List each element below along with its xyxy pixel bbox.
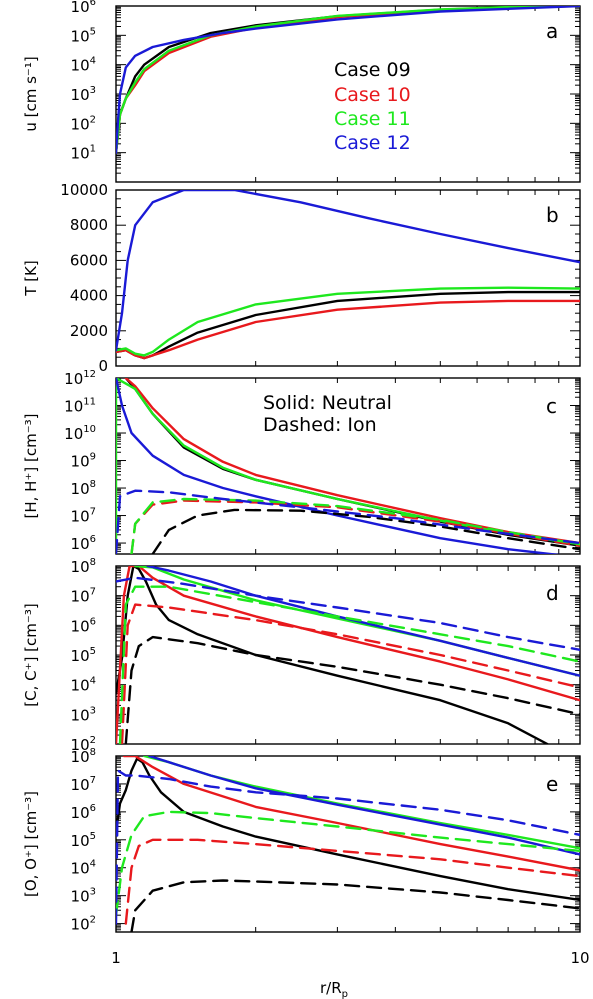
series-line-case09-ion <box>130 879 580 932</box>
series-line-case09-neutral <box>116 757 580 902</box>
y-tick-label: 1012 <box>64 369 96 388</box>
series-line-case09-ion <box>124 635 580 744</box>
y-axis-label-a: u [cm s⁻¹] <box>22 56 40 131</box>
panel-b: 0 2000 4000 6000 8000 10000 T [K] b <box>22 181 581 375</box>
series-line-case12-ion <box>116 489 580 554</box>
legend-case-09: Case 09 <box>334 59 411 81</box>
y-tick-label: 103 <box>71 887 96 906</box>
curves-e <box>116 756 580 932</box>
annotation-line: Solid: Neutral <box>263 392 392 414</box>
series-line-case11-neutral <box>116 286 580 357</box>
series-line-case12-neutral <box>146 566 580 677</box>
y-tick-label: 106 <box>71 0 96 16</box>
y-tick-label: 102 <box>71 915 96 934</box>
y-tick-label: 105 <box>71 831 96 850</box>
y-tick-label: 108 <box>71 479 96 498</box>
y-tick-label: 105 <box>71 26 96 45</box>
y-tick-label: 4000 <box>70 287 108 305</box>
panel-a: 101 102 103 104 105 106 u [cm s⁻¹] a <box>22 0 581 183</box>
series-line-case11-neutral <box>116 378 580 554</box>
series-line-case11-neutral <box>116 6 580 154</box>
legend-case-10: Case 10 <box>334 84 411 106</box>
series-line-case09-ion <box>151 508 580 554</box>
panel-e: 102 103 104 105 106 107 108 [O, O⁺] [cm⁻³] e <box>22 747 581 934</box>
y-tick-label: 103 <box>71 705 96 724</box>
series-line-case10-neutral <box>116 566 580 744</box>
y-tick-label: 107 <box>71 587 96 606</box>
panel-letter-b: b <box>546 203 559 227</box>
x-axis-label: r/Rp <box>320 979 348 999</box>
series-line-case12-neutral <box>116 378 561 554</box>
series-line-case10-ion <box>120 603 580 744</box>
curves-d <box>116 566 580 744</box>
y-tick-label: 104 <box>71 676 96 695</box>
series-line-case12-neutral <box>148 756 580 856</box>
panel-letter-d: d <box>546 581 559 605</box>
y-tick-label: 104 <box>71 859 96 878</box>
y-tick-label: 103 <box>71 85 96 104</box>
y-tick-label: 106 <box>71 534 96 553</box>
legend-case-12: Case 12 <box>334 132 411 154</box>
curves-a <box>116 6 580 154</box>
y-tick-label: 6000 <box>70 251 108 269</box>
legend: Case 09 Case 10 Case 11 Case 12 <box>334 59 411 154</box>
y-tick-label: 101 <box>71 144 96 163</box>
legend-case-11: Case 11 <box>334 108 411 130</box>
y-tick-label: 108 <box>71 747 96 766</box>
series-line-case09-neutral <box>116 566 549 744</box>
series-line-case11-ion <box>118 585 580 744</box>
series-line-case12-ion <box>116 769 580 925</box>
series-line-case10-neutral <box>122 756 580 872</box>
y-axis-label-d: [C, C⁺] [cm⁻³] <box>22 603 40 706</box>
series-line-case10-ion <box>124 838 580 925</box>
y-tick-label: 1011 <box>64 397 96 416</box>
annotation-line: Dashed: Ion <box>263 414 377 436</box>
y-tick-label: 107 <box>71 775 96 794</box>
y-tick-label: 2000 <box>70 322 108 340</box>
y-tick-label: 8000 <box>70 216 108 234</box>
series-line-case12-ion <box>116 576 580 651</box>
y-tick-label: 106 <box>71 803 96 822</box>
y-tick-label: 108 <box>71 557 96 576</box>
series-line-case10-neutral <box>116 299 580 360</box>
panel-letter-a: a <box>546 19 558 43</box>
x-tick-label-1: 1 <box>111 949 121 967</box>
y-tick-label: 1010 <box>64 424 96 443</box>
y-axis-label-e: [O, O⁺] [cm⁻³] <box>22 791 40 897</box>
series-line-case12-neutral <box>116 190 580 352</box>
series-line-case11-ion <box>130 497 580 554</box>
y-tick-label: 10000 <box>60 181 108 199</box>
series-line-case11-ion <box>116 810 580 917</box>
y-tick-label: 109 <box>71 452 96 471</box>
curves-b <box>116 190 580 360</box>
panel-letter-c: c <box>546 394 557 418</box>
y-tick-label: 104 <box>71 56 96 75</box>
series-line-case10-ion <box>130 499 580 554</box>
y-tick-label: 0 <box>98 357 108 375</box>
y-axis-label-c: [H, H⁺] [cm⁻³] <box>22 414 40 519</box>
x-tick-label-10: 10 <box>570 949 589 967</box>
y-tick-label: 106 <box>71 616 96 635</box>
panel-c: 106 107 108 109 1010 1011 1012 [H, H⁺] [cm⁻³] c S… <box>22 369 581 555</box>
y-tick-label: 102 <box>71 114 96 133</box>
series-line-case12-neutral <box>116 6 580 154</box>
curves-c <box>116 378 580 554</box>
panels: 101 102 103 104 105 106 u [cm s⁻¹] a 0 2000 4000 60… <box>22 0 581 934</box>
y-tick-label: 107 <box>71 507 96 526</box>
panel-frame-d <box>115 565 581 745</box>
y-axis-label-b: T [K] <box>22 260 40 296</box>
y-tick-label: 105 <box>71 646 96 665</box>
panel-letter-e: e <box>546 772 558 796</box>
